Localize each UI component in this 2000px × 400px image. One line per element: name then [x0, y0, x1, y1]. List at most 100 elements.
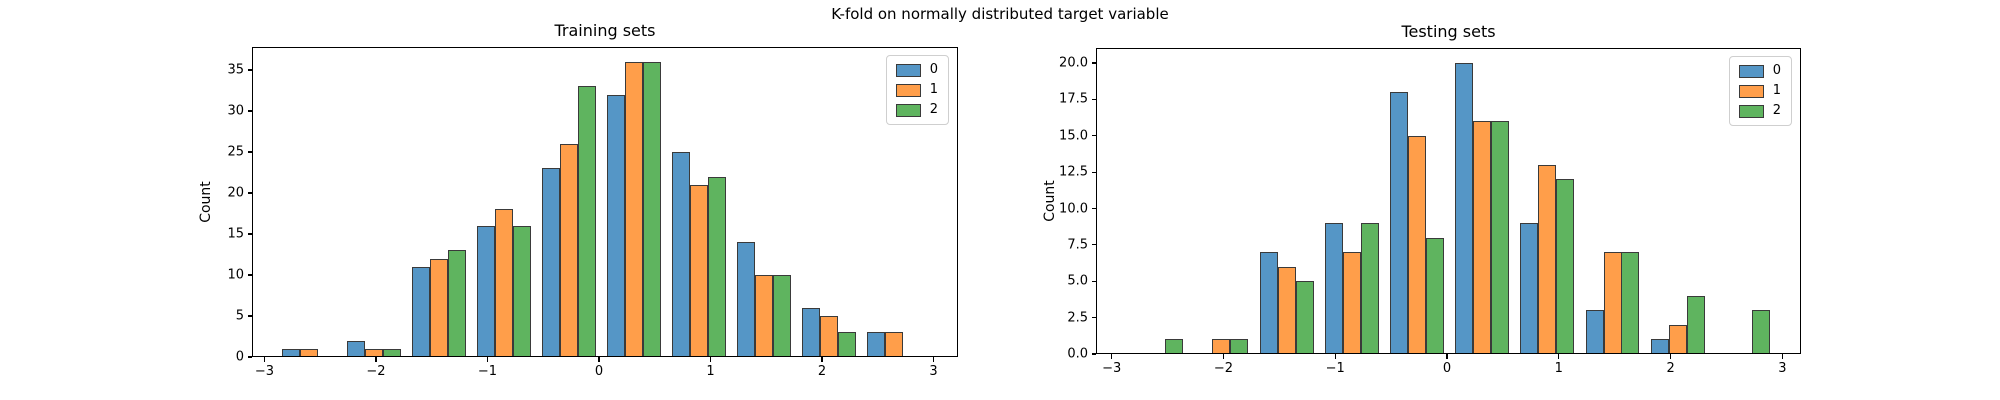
histogram-bar-zero-fold2	[317, 356, 336, 357]
y-tick	[247, 356, 252, 358]
legend-swatch-icon	[1738, 64, 1764, 78]
histogram-bar-fold0	[607, 94, 625, 357]
legend: 0 1 2	[885, 55, 949, 125]
histogram-bar-fold2	[707, 176, 726, 357]
x-tick	[1222, 354, 1225, 359]
histogram-bar-fold1	[1342, 252, 1361, 354]
x-tick	[932, 357, 935, 362]
legend-label: 1	[1772, 83, 1781, 98]
x-tick	[1558, 354, 1560, 359]
legend-label: 0	[1772, 63, 1781, 78]
histogram-bar-fold0	[1520, 223, 1539, 354]
histogram-bar-fold2	[837, 332, 856, 357]
y-tick	[247, 233, 252, 235]
axes-testing-sets: Testing sets Count −3 −2 −1 0 1 2 3 0.0 2.5 5.0 7.…	[1042, 22, 1801, 376]
y-tick-label: 2.5	[1067, 310, 1088, 326]
y-tick-label: 17.5	[1059, 91, 1088, 107]
figure-suptitle: K-fold on normally distributed target va…	[831, 5, 1169, 23]
y-tick-label: 10	[227, 267, 244, 283]
y-tick-label: 15.0	[1059, 128, 1088, 144]
x-tick-label: −2	[366, 364, 386, 379]
histogram-bar-zero-fold2	[902, 356, 921, 357]
x-tick-label: −1	[477, 364, 498, 379]
x-tick-label: 0	[1442, 361, 1452, 376]
x-tick	[1446, 354, 1448, 359]
histogram-bar-fold0	[1455, 63, 1474, 354]
histogram-bar-fold2	[577, 86, 596, 357]
y-tick	[247, 192, 252, 194]
axes-title-testing: Testing sets	[1401, 22, 1496, 41]
x-tick-label: −3	[1102, 361, 1122, 376]
histogram-bar-fold0	[672, 152, 690, 357]
y-tick	[1091, 280, 1096, 282]
histogram-bar-fold0	[542, 168, 560, 357]
y-axis-label-training: Count	[198, 181, 214, 223]
histogram-bar-fold2	[1360, 223, 1379, 354]
y-tick-label: 0	[235, 349, 244, 365]
y-tick	[1091, 171, 1096, 173]
x-tick-label: 1	[1554, 361, 1563, 376]
y-tick	[1091, 207, 1096, 210]
y-tick-label: 5.0	[1067, 273, 1088, 289]
histogram-bar-fold1	[299, 348, 318, 357]
x-tick	[1781, 354, 1784, 359]
histogram-bar-fold1	[495, 209, 513, 357]
histogram-bar-fold0	[477, 225, 495, 357]
legend-label: 1	[929, 82, 938, 97]
y-tick-label: 5	[235, 308, 244, 324]
histogram-bar-fold2	[772, 275, 791, 357]
legend-entry-fold2: 2	[1738, 104, 1781, 118]
legend-swatch-icon	[895, 103, 921, 117]
axes-spines	[252, 47, 958, 357]
y-tick	[1091, 317, 1096, 319]
y-tick	[247, 315, 252, 317]
x-tick-label: 3	[1778, 361, 1787, 376]
histogram-bar-fold1	[1603, 252, 1622, 354]
y-tick-label: 25	[227, 144, 244, 160]
histogram-bar-fold0	[737, 242, 755, 357]
histogram-bar-fold0	[412, 266, 430, 357]
histogram-bar-fold2	[447, 250, 466, 357]
y-tick	[1091, 98, 1096, 100]
histogram-bar-fold1	[820, 316, 838, 357]
x-tick	[598, 357, 600, 362]
histogram-bar-fold0	[1585, 310, 1604, 354]
histogram-bar-fold0	[1324, 223, 1343, 354]
legend: 0 1 2	[1728, 56, 1792, 126]
histogram-bar-fold2	[1621, 252, 1640, 354]
x-tick	[486, 357, 489, 362]
histogram-bar-fold0	[347, 340, 365, 357]
legend-entry-fold0: 0	[895, 62, 938, 77]
histogram-bar-zero-fold0	[1129, 353, 1148, 354]
histogram-bar-fold0	[1389, 92, 1408, 354]
y-tick-label: 20.0	[1059, 55, 1088, 71]
histogram-bar-fold1	[1407, 135, 1426, 354]
histogram-bar-zero-fold0	[1194, 353, 1213, 354]
legend-label: 0	[929, 62, 938, 77]
y-tick-label: 15	[227, 226, 244, 242]
histogram-bar-fold2	[512, 225, 531, 357]
x-tick	[263, 357, 266, 362]
x-tick-label: −3	[254, 364, 275, 379]
y-tick-label: 35	[227, 62, 244, 78]
axes-title-training: Training sets	[554, 21, 656, 40]
histogram-bar-fold0	[1259, 252, 1278, 354]
histogram-bar-fold1	[560, 143, 578, 357]
y-tick-label: 12.5	[1059, 164, 1088, 180]
histogram-bar-zero-fold1	[1147, 353, 1166, 354]
x-tick	[375, 357, 377, 362]
histogram-bar-fold0	[1650, 339, 1669, 354]
histogram-bar-zero-fold1	[1733, 353, 1752, 354]
legend-swatch-icon	[1738, 84, 1764, 98]
y-tick-label: 10.0	[1059, 201, 1088, 216]
x-tick-label: 1	[706, 364, 715, 379]
histogram-bar-fold0	[802, 307, 820, 357]
x-tick-label: 2	[1666, 361, 1675, 376]
y-axis-label-testing: Count	[1042, 180, 1058, 222]
x-tick	[1334, 354, 1336, 359]
histogram-bar-fold0	[282, 348, 300, 357]
histogram-bar-fold2	[1230, 339, 1249, 354]
y-tick-label: 20	[227, 185, 244, 201]
y-tick-label: 30	[227, 103, 244, 119]
histogram-bar-fold2	[1556, 179, 1575, 354]
